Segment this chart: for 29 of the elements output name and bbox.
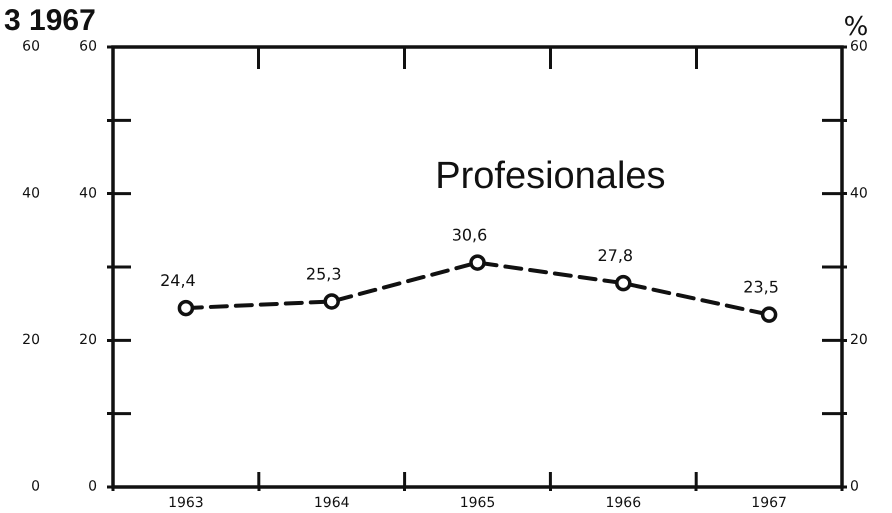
y3-tick-label: 60 [22, 38, 40, 55]
y-tick-label: 20 [79, 332, 97, 348]
y-tick-label: 40 [79, 185, 97, 202]
x-tick-label: 1965 [460, 495, 496, 512]
point [323, 293, 340, 310]
data-label: 27,8 [597, 246, 634, 266]
y3-tick-label: 0 [31, 478, 40, 495]
y2-tick-label: 40 [850, 185, 868, 202]
point [615, 274, 632, 292]
y2-tick-label: 60 [850, 38, 868, 55]
data-label: 24,4 [160, 271, 196, 290]
data-label: 25,3 [306, 264, 342, 284]
data-label: 30,6 [452, 226, 488, 245]
chart-title: 3 1967 [4, 4, 96, 37]
y3-tick-label: 20 [22, 332, 40, 348]
point [178, 300, 194, 316]
x-tick-label: 1964 [314, 495, 350, 512]
y2-tick-label: 20 [850, 332, 868, 348]
series-label: Profesionales [435, 154, 666, 197]
y3-tick-label: 40 [22, 185, 40, 202]
point [760, 306, 778, 323]
y-tick-label: 60 [79, 38, 97, 55]
y2-tick-label: 0 [850, 478, 859, 495]
x-tick-label: 1966 [605, 495, 642, 512]
y-tick-label: 0 [88, 478, 97, 495]
data-label: 23,5 [743, 278, 779, 297]
x-tick-label: 1967 [751, 495, 787, 512]
point [469, 254, 486, 271]
x-tick-label: 1963 [168, 495, 204, 512]
